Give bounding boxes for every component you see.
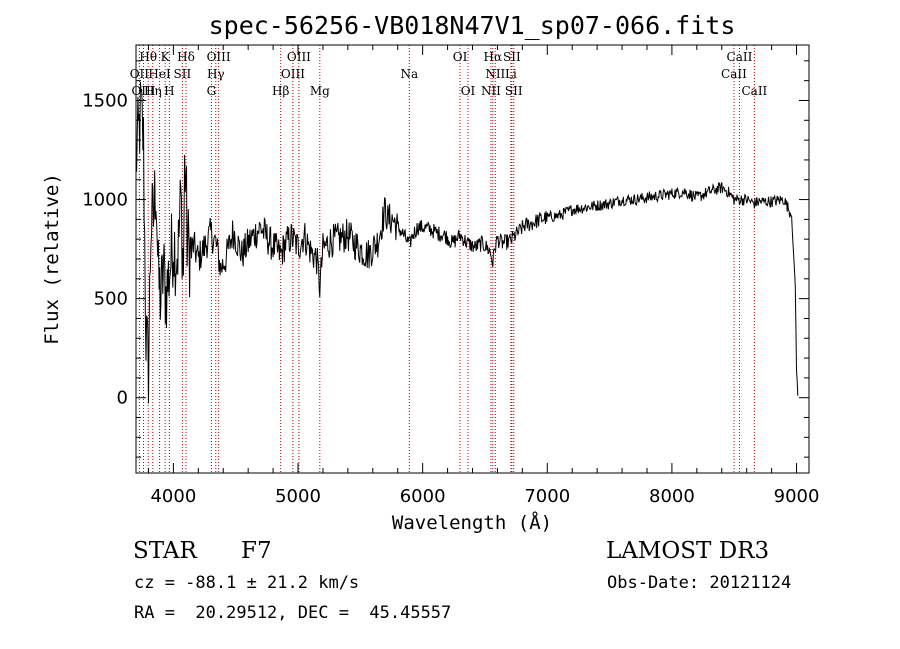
survey-name: LAMOST DR3 [606,538,770,564]
x-tick-label-5: 9000 [774,486,820,507]
line-label-6: SII [174,67,192,81]
spectrum-series [135,81,799,404]
line-label-4: HeI [148,67,171,81]
line-label-11: G [207,84,217,98]
x-tick-label-3: 7000 [524,486,570,507]
line-label-21: NII [481,84,501,98]
y-tick-label-0: 0 [117,388,128,409]
x-axis-label: Wavelength (Å) [392,511,552,534]
line-label-22: SII [503,50,521,64]
line-label-1: OII [130,67,150,81]
chart-title: spec-56256-VB018N47V1_sp07-066.fits [209,11,736,40]
line-label-16: Na [400,67,418,81]
object-subclass: F7 [241,538,272,564]
line-label-7: H [164,84,174,98]
line-label-20: NII [485,67,505,81]
line-label-24: SII [505,84,523,98]
line-label-17: OI [453,50,468,64]
redshift-cz: cz = -88.1 ± 21.2 km/s [134,573,360,593]
axis-ticks: 4000 5000 6000 7000 8000 9000 0 500 1000 1500 [82,45,819,507]
line-label-18: OI [461,84,476,98]
line-label-5: Hη [144,84,162,98]
line-label-0: Hθ [139,50,157,64]
line-label-2: OIII [131,84,155,98]
line-label-9: OIII [207,50,231,64]
line-label-12: Hβ [272,84,289,98]
line-label-8: Hδ [177,50,195,64]
x-tick-label-4: 8000 [649,486,695,507]
object-class: STAR [133,538,197,564]
x-tick-label-0: 4000 [150,486,196,507]
line-label-27: CaII [741,84,767,98]
line-label-26: CaII [721,67,747,81]
observation-date: Obs-Date: 20121124 [607,573,792,593]
line-label-15: Mg [310,84,330,98]
plot-frame [135,44,810,474]
line-label-13: OIII [287,50,311,64]
line-label-25: CaII [727,50,753,64]
line-label-19: Hα [484,50,503,64]
x-tick-label-1: 5000 [275,486,321,507]
spectrum-line-0 [135,81,799,404]
x-tick-label-2: 6000 [400,486,446,507]
line-label-23: Li [505,67,517,81]
line-label-3: K [161,50,171,64]
y-axis-label: Flux (relative) [41,173,63,345]
y-tick-label-1: 500 [94,289,128,310]
y-tick-label-2: 1000 [82,190,128,211]
emission-line-markers [138,45,755,473]
line-label-14: OIII [281,67,305,81]
y-tick-label-3: 1500 [82,90,128,111]
coordinates: RA = 20.29512, DEC = 45.45557 [134,603,452,623]
line-label-10: Hγ [207,67,225,81]
